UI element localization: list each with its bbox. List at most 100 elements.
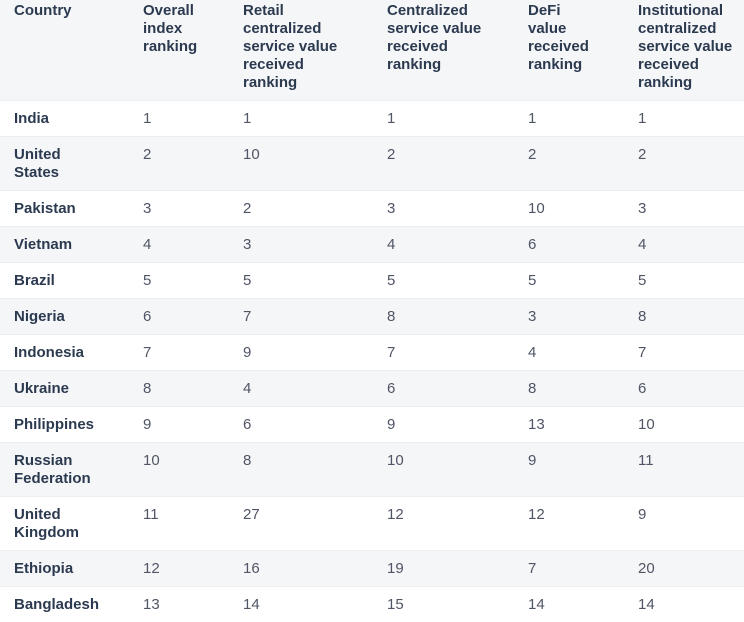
rank-cell: 2 — [229, 191, 373, 227]
rank-cell: 4 — [129, 227, 229, 263]
country-cell: Russian Federation — [0, 443, 129, 497]
rank-value: 20 — [638, 560, 744, 578]
rank-value: 13 — [528, 416, 596, 434]
rank-value: 6 — [143, 308, 213, 326]
rank-value: 3 — [243, 236, 361, 254]
rank-value: 14 — [243, 596, 361, 614]
rank-cell: 14 — [624, 587, 744, 622]
rank-value: 2 — [143, 146, 213, 164]
rank-cell: 3 — [129, 191, 229, 227]
country-name: Nigeria — [14, 308, 106, 326]
rank-cell: 10 — [229, 137, 373, 191]
rank-value: 13 — [143, 596, 213, 614]
rank-value: 5 — [243, 272, 361, 290]
country-name: Indonesia — [14, 344, 106, 362]
header-text: Retail centralized service value receive… — [243, 2, 361, 92]
country-name: Ethiopia — [14, 560, 106, 578]
rank-value: 6 — [387, 380, 487, 398]
rank-cell: 7 — [624, 335, 744, 371]
rank-cell: 3 — [373, 191, 514, 227]
rank-cell: 2 — [514, 137, 624, 191]
rank-cell: 9 — [514, 443, 624, 497]
rank-value: 4 — [638, 236, 744, 254]
rank-cell: 14 — [514, 587, 624, 622]
rank-value: 8 — [243, 452, 361, 470]
header-cell: Country — [0, 0, 129, 101]
rank-cell: 11 — [129, 497, 229, 551]
rank-cell: 9 — [129, 407, 229, 443]
rank-cell: 6 — [129, 299, 229, 335]
country-name: Pakistan — [14, 200, 106, 218]
rank-value: 16 — [243, 560, 361, 578]
header-text: Centralized service value received ranki… — [387, 2, 487, 74]
rank-value: 3 — [638, 200, 744, 218]
rank-cell: 27 — [229, 497, 373, 551]
country-cell: United States — [0, 137, 129, 191]
rank-cell: 19 — [373, 551, 514, 587]
rank-value: 3 — [143, 200, 213, 218]
country-name: Bangladesh — [14, 596, 106, 614]
country-cell: Vietnam — [0, 227, 129, 263]
rank-value: 8 — [638, 308, 744, 326]
rank-value: 12 — [528, 506, 596, 524]
rank-value: 4 — [143, 236, 213, 254]
header-cell: Centralized service value received ranki… — [373, 0, 514, 101]
header-cell: Institutional centralized service value … — [624, 0, 744, 101]
rank-cell: 6 — [514, 227, 624, 263]
rank-value: 6 — [528, 236, 596, 254]
rank-value: 5 — [528, 272, 596, 290]
rank-value: 2 — [387, 146, 487, 164]
rank-value: 10 — [143, 452, 213, 470]
country-cell: Nigeria — [0, 299, 129, 335]
rank-cell: 9 — [373, 407, 514, 443]
rank-value: 15 — [387, 596, 487, 614]
rank-cell: 7 — [373, 335, 514, 371]
country-name: Russian Federation — [14, 452, 106, 488]
rank-value: 4 — [528, 344, 596, 362]
rank-cell: 1 — [514, 101, 624, 137]
rank-cell: 8 — [514, 371, 624, 407]
country-name: Vietnam — [14, 236, 106, 254]
rank-cell: 10 — [514, 191, 624, 227]
rank-value: 9 — [243, 344, 361, 362]
rank-value: 1 — [243, 110, 361, 128]
rank-cell: 5 — [373, 263, 514, 299]
rank-cell: 20 — [624, 551, 744, 587]
rank-cell: 10 — [373, 443, 514, 497]
rank-value: 9 — [387, 416, 487, 434]
rank-cell: 10 — [624, 407, 744, 443]
header-cell: Retail centralized service value receive… — [229, 0, 373, 101]
country-cell: United Kingdom — [0, 497, 129, 551]
rank-cell: 5 — [514, 263, 624, 299]
country-name: Philippines — [14, 416, 106, 434]
rank-value: 12 — [143, 560, 213, 578]
rank-cell: 1 — [229, 101, 373, 137]
rank-value: 10 — [528, 200, 596, 218]
rank-value: 1 — [387, 110, 487, 128]
rank-cell: 4 — [229, 371, 373, 407]
rank-value: 14 — [638, 596, 744, 614]
country-name: India — [14, 110, 106, 128]
rank-cell: 7 — [229, 299, 373, 335]
country-cell: Brazil — [0, 263, 129, 299]
rank-value: 6 — [243, 416, 361, 434]
rank-value: 19 — [387, 560, 487, 578]
country-cell: Bangladesh — [0, 587, 129, 622]
rank-value: 3 — [387, 200, 487, 218]
rank-value: 6 — [638, 380, 744, 398]
rank-value: 27 — [243, 506, 361, 524]
rank-cell: 6 — [624, 371, 744, 407]
rank-value: 4 — [243, 380, 361, 398]
rank-value: 5 — [638, 272, 744, 290]
rank-cell: 3 — [229, 227, 373, 263]
header-text: Country — [14, 2, 106, 20]
country-cell: Ukraine — [0, 371, 129, 407]
rank-cell: 7 — [129, 335, 229, 371]
rank-cell: 16 — [229, 551, 373, 587]
